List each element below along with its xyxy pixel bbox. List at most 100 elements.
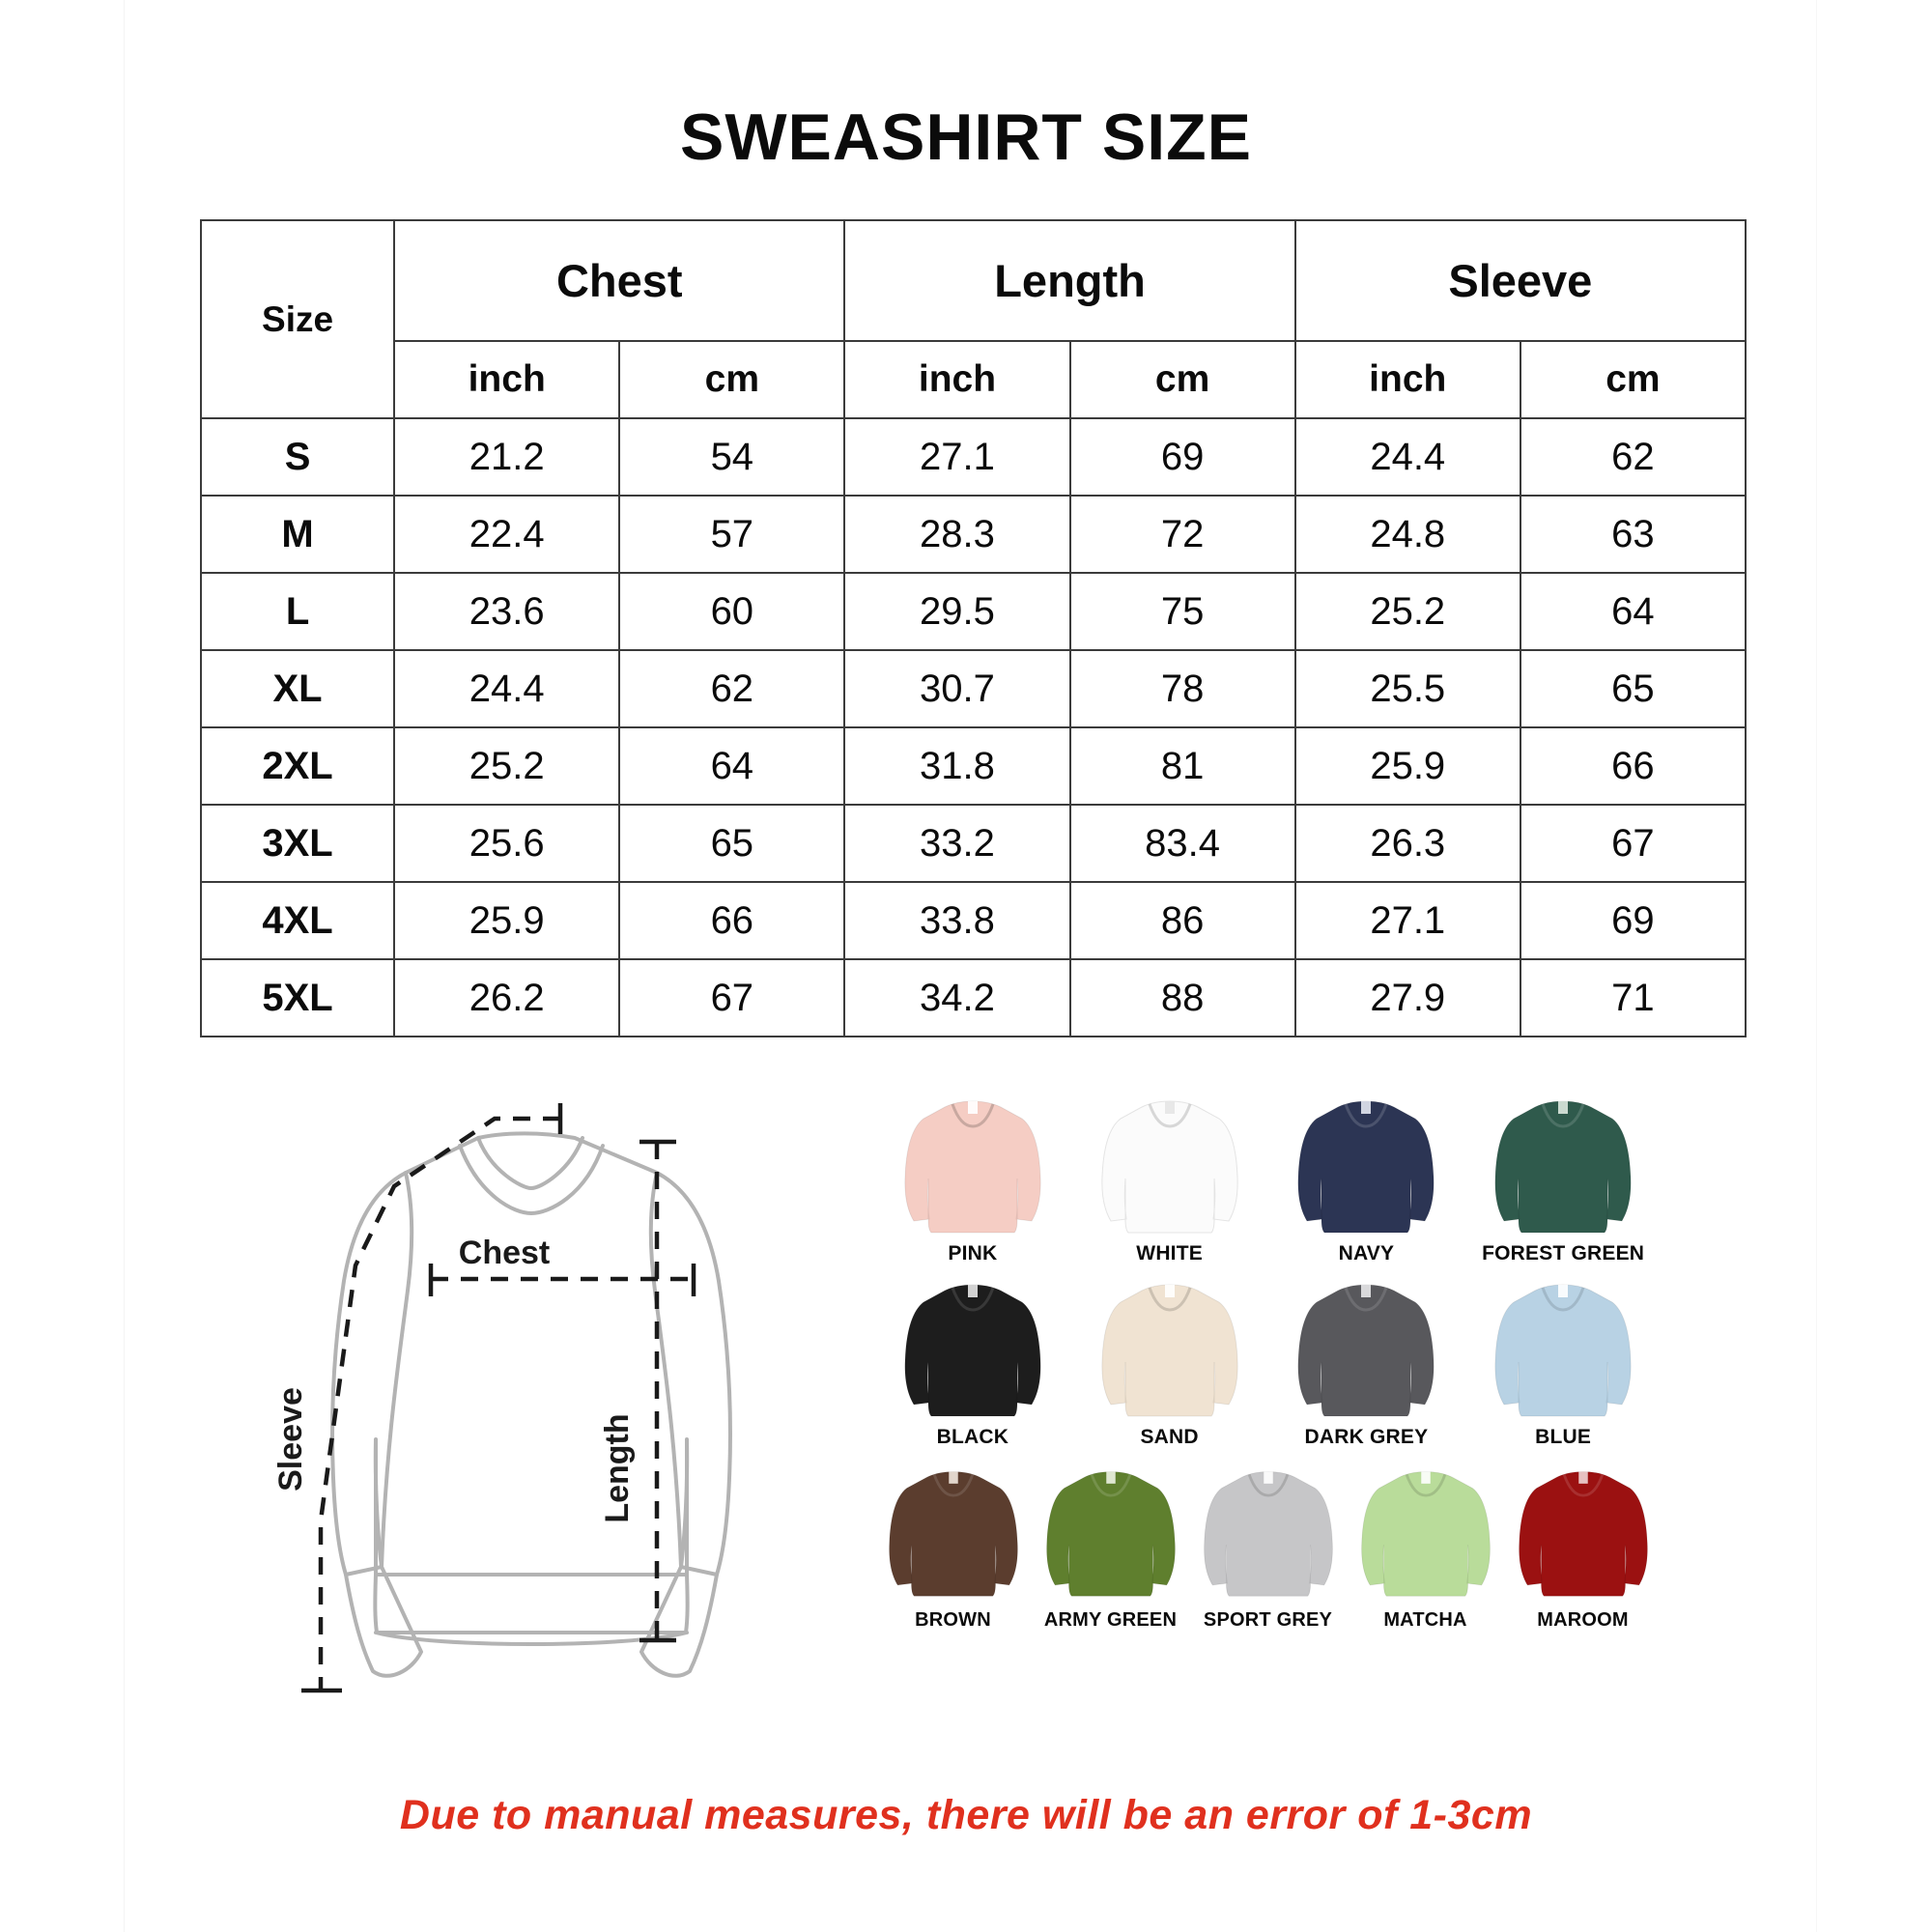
header-unit-length-inch: inch (843, 340, 1071, 419)
cell-size: L (199, 572, 396, 651)
color-swatch-army-green[interactable]: ARMY GREEN (1032, 1457, 1189, 1632)
header-group-chest: Chest (393, 219, 846, 342)
cell-size: 3XL (199, 804, 396, 883)
table-header-row-groups: Size Chest Length Sleeve (199, 219, 1747, 419)
size-table: Size Chest Length Sleeve inch cm inch cm… (199, 219, 1747, 1037)
sweatshirt-icon (900, 1273, 1045, 1420)
color-row-2: BLACK SAND (874, 1273, 1662, 1449)
cell-length-in: 31.8 (843, 726, 1071, 806)
cell-sleeve-in: 25.2 (1293, 572, 1521, 651)
panel-left-edge (124, 0, 125, 1932)
table-row: S 21.2 54 27.1 69 24.4 62 (199, 417, 1747, 497)
color-swatch-sport-grey[interactable]: SPORT GREY (1189, 1457, 1347, 1632)
cell-length-in: 33.2 (843, 804, 1071, 883)
header-group-sleeve: Sleeve (1293, 219, 1747, 342)
sweatshirt-icon (1097, 1090, 1242, 1236)
cell-sleeve-in: 26.3 (1293, 804, 1521, 883)
diagram-sleeve-label: Sleeve (272, 1387, 309, 1492)
cell-length-cm: 81 (1068, 726, 1296, 806)
color-label: WHITE (1136, 1242, 1203, 1264)
cell-sleeve-cm: 63 (1519, 495, 1747, 574)
color-label: MATCHA (1383, 1609, 1467, 1631)
color-swatch-brown[interactable]: BROWN (874, 1457, 1032, 1632)
header-unit-chest-inch: inch (393, 340, 621, 419)
color-label: MAROOM (1537, 1609, 1629, 1631)
table-row: 4XL 25.9 66 33.8 86 27.1 69 (199, 881, 1747, 960)
sweatshirt-icon (1097, 1273, 1242, 1420)
diagram-length-label: Length (599, 1413, 636, 1522)
cell-chest-in: 24.4 (393, 649, 621, 728)
cell-chest-cm: 57 (618, 495, 846, 574)
cell-size: 5XL (199, 958, 396, 1037)
cell-length-in: 28.3 (843, 495, 1071, 574)
dimension-lines (301, 1103, 696, 1693)
cell-sleeve-cm: 64 (1519, 572, 1747, 651)
header-unit-sleeve-cm: cm (1519, 340, 1747, 419)
cell-chest-cm: 62 (618, 649, 846, 728)
cell-sleeve-in: 25.5 (1293, 649, 1521, 728)
color-swatch-pink[interactable]: PINK (874, 1090, 1071, 1265)
table-row: L 23.6 60 29.5 75 25.2 64 (199, 572, 1747, 651)
header-size: Size (199, 219, 396, 419)
table-body: S 21.2 54 27.1 69 24.4 62 M 22.4 57 28.3… (199, 417, 1747, 1037)
color-row-1: PINK WHITE (874, 1090, 1662, 1265)
header-unit-length-cm: cm (1068, 340, 1296, 419)
sweatshirt-icon (1200, 1457, 1337, 1604)
cell-length-in: 29.5 (843, 572, 1071, 651)
cell-sleeve-cm: 67 (1519, 804, 1747, 883)
cell-sleeve-cm: 66 (1519, 726, 1747, 806)
color-label: NAVY (1338, 1242, 1395, 1264)
sweatshirt-icon (1515, 1457, 1652, 1604)
cell-chest-cm: 67 (618, 958, 846, 1037)
color-swatch-maroom[interactable]: MAROOM (1504, 1457, 1662, 1632)
sweatshirt-icon (1293, 1090, 1438, 1236)
color-swatch-black[interactable]: BLACK (874, 1273, 1071, 1449)
cell-size: 2XL (199, 726, 396, 806)
cell-chest-in: 25.9 (393, 881, 621, 960)
color-label: DARK GREY (1304, 1426, 1429, 1448)
color-label: SAND (1140, 1426, 1199, 1448)
cell-length-cm: 83.4 (1068, 804, 1296, 883)
cell-sleeve-in: 27.9 (1293, 958, 1521, 1037)
color-swatch-blue[interactable]: BLUE (1464, 1273, 1662, 1449)
cell-size: S (199, 417, 396, 497)
sweatshirt-icon (1357, 1457, 1494, 1604)
cell-length-cm: 78 (1068, 649, 1296, 728)
cell-sleeve-cm: 71 (1519, 958, 1747, 1037)
color-swatch-forest-green[interactable]: FOREST GREEN (1464, 1090, 1662, 1265)
color-label: PINK (948, 1242, 998, 1264)
sweatshirt-icon (1293, 1273, 1438, 1420)
color-swatch-navy[interactable]: NAVY (1268, 1090, 1465, 1265)
table-header: Size Chest Length Sleeve inch cm inch cm… (199, 219, 1747, 419)
header-unit-sleeve-inch: inch (1293, 340, 1521, 419)
cell-chest-cm: 54 (618, 417, 846, 497)
measurement-diagram: Chest Length Sleeve (242, 1092, 782, 1719)
color-label: ARMY GREEN (1043, 1609, 1178, 1631)
cell-length-cm: 75 (1068, 572, 1296, 651)
diagram-chest-label: Chest (459, 1235, 550, 1271)
sweatshirt-outline-icon (330, 1131, 732, 1678)
cell-length-in: 30.7 (843, 649, 1071, 728)
cell-chest-in: 25.6 (393, 804, 621, 883)
sweatshirt-icon (885, 1457, 1022, 1604)
color-label: BLUE (1535, 1426, 1592, 1448)
color-swatch-matcha[interactable]: MATCHA (1347, 1457, 1504, 1632)
cell-sleeve-cm: 65 (1519, 649, 1747, 728)
panel-right-edge (1816, 0, 1817, 1932)
color-label: BROWN (915, 1609, 991, 1631)
color-row-3: BROWN ARMY GREEN (874, 1457, 1662, 1632)
color-label: SPORT GREY (1203, 1609, 1333, 1631)
color-label: FOREST GREEN (1482, 1242, 1645, 1264)
cell-length-cm: 88 (1068, 958, 1296, 1037)
header-unit-chest-cm: cm (618, 340, 846, 419)
color-swatch-white[interactable]: WHITE (1071, 1090, 1268, 1265)
color-label: BLACK (936, 1426, 1009, 1448)
cell-length-cm: 72 (1068, 495, 1296, 574)
table-header-row-units: inch cm inch cm inch cm (201, 340, 1747, 419)
cell-sleeve-in: 27.1 (1293, 881, 1521, 960)
color-swatch-sand[interactable]: SAND (1071, 1273, 1268, 1449)
cell-chest-cm: 66 (618, 881, 846, 960)
color-swatch-grid: PINK WHITE (874, 1090, 1662, 1639)
color-swatch-dark-grey[interactable]: DARK GREY (1268, 1273, 1465, 1449)
sweatshirt-icon (1491, 1273, 1635, 1420)
